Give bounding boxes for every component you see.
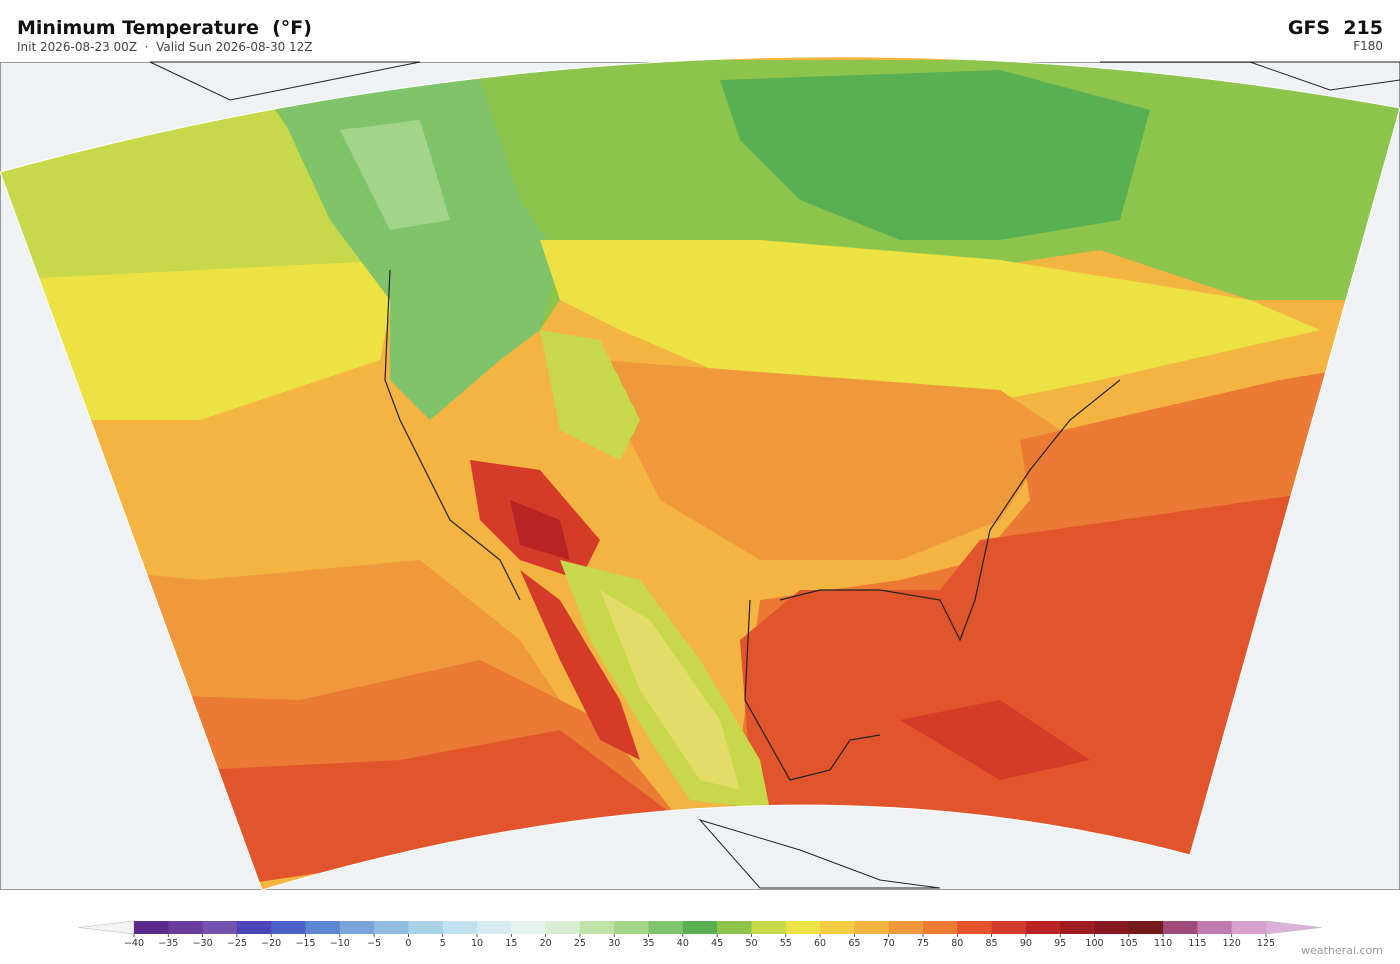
forecast-hour: F180 <box>1353 39 1383 53</box>
colorbar-segment <box>648 921 684 934</box>
tick-label: 30 <box>608 938 620 949</box>
title: Minimum Temperature (°F) <box>17 17 312 39</box>
colorbar-under <box>77 920 135 935</box>
colorbar-segment <box>545 921 581 934</box>
colorbar-segment <box>477 921 512 934</box>
colorbar-segment <box>888 921 924 934</box>
tick-label: 20 <box>540 938 552 949</box>
tick-label: 25 <box>574 938 586 949</box>
colorbar-segment <box>305 921 341 934</box>
tick-label: 50 <box>745 938 757 949</box>
tick-label: 45 <box>711 938 723 949</box>
tick-label: 70 <box>883 938 895 949</box>
tick-label: 0 <box>405 938 411 949</box>
colorbar-segment <box>202 921 238 934</box>
tick-label: 105 <box>1120 938 1138 949</box>
tick-label: −30 <box>193 938 213 949</box>
tick-label: −10 <box>330 938 350 949</box>
colorbar-segment <box>1231 921 1267 934</box>
tick-label: −20 <box>261 938 281 949</box>
colorbar-segment <box>579 921 615 934</box>
subtitle: Init 2026-08-23 00Z · Valid Sun 2026-08-… <box>17 40 313 54</box>
tick-label: 85 <box>986 938 998 949</box>
tick-label: 95 <box>1054 938 1066 949</box>
colorbar-segment <box>991 921 1027 934</box>
tick-label: −35 <box>158 938 178 949</box>
colorbar-segment <box>511 921 546 934</box>
tick-label: −25 <box>227 938 247 949</box>
tick-label: 125 <box>1257 938 1275 949</box>
colorbar-segment <box>339 921 375 934</box>
tick-label: −5 <box>367 938 381 949</box>
tick-label: 120 <box>1223 938 1241 949</box>
colorbar-segment <box>271 921 306 934</box>
colorbar-segment <box>820 921 855 934</box>
colorbar-segment <box>957 921 992 934</box>
tick-label: −40 <box>124 938 144 949</box>
colorbar-segment <box>614 921 649 934</box>
credit: weatherai.com <box>1301 944 1383 957</box>
colorbar-segment <box>785 921 821 934</box>
model-name: GFS 215 <box>1288 17 1383 39</box>
colorbar-segment <box>374 921 409 934</box>
colorbar-segment <box>751 921 787 934</box>
tick-label: 5 <box>440 938 446 949</box>
colorbar-segment <box>682 921 718 934</box>
tick-label: 60 <box>814 938 826 949</box>
tick-label: 115 <box>1188 938 1206 949</box>
colorbar-segment <box>854 921 889 934</box>
colorbar-segment <box>717 921 752 934</box>
tick-label: −15 <box>295 938 315 949</box>
tick-label: 80 <box>951 938 963 949</box>
tick-label: 110 <box>1154 938 1172 949</box>
colorbar-segment <box>134 921 169 934</box>
colorbar-segment <box>1060 921 1095 934</box>
colorbar: −40 −35 −30 −25 −20 −15 −10 −5 0 5 10 15 20 25 30 35 40 4… <box>77 920 1323 949</box>
tick-label: 10 <box>471 938 483 949</box>
tick-label: 35 <box>642 938 654 949</box>
tick-label: 90 <box>1020 938 1032 949</box>
colorbar-segment <box>1163 921 1198 934</box>
colorbar-segment <box>1197 921 1232 934</box>
colorbar-segment <box>1025 921 1061 934</box>
tick-label: 15 <box>505 938 517 949</box>
colorbar-segment <box>922 921 958 934</box>
colorbar-segment <box>236 921 272 934</box>
colorbar-segment <box>168 921 203 934</box>
tick-label: 65 <box>848 938 860 949</box>
colorbar-over <box>1265 920 1323 935</box>
colorbar-segment <box>408 921 444 934</box>
colorbar-segment <box>442 921 478 934</box>
tick-label: 55 <box>780 938 792 949</box>
tick-label: 100 <box>1085 938 1103 949</box>
tick-label: 75 <box>917 938 929 949</box>
colorbar-segment <box>1128 921 1164 934</box>
colorbar-segment <box>1094 921 1130 934</box>
tick-label: 40 <box>677 938 689 949</box>
